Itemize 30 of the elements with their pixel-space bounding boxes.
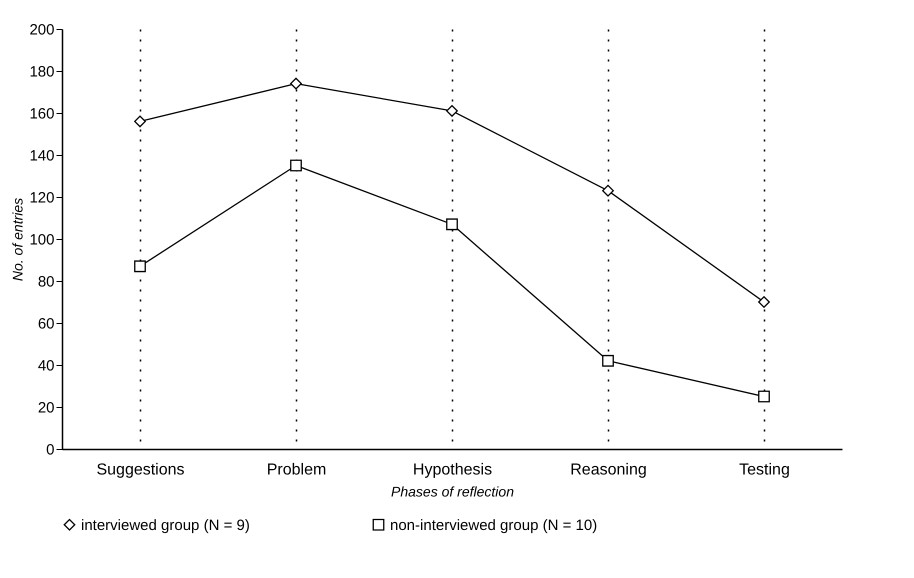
y-tick-label: 160 — [29, 106, 54, 122]
legend-label: non-interviewed group (N = 10) — [390, 516, 598, 534]
point — [290, 160, 302, 172]
point — [134, 260, 146, 272]
x-tick-label: Testing — [739, 462, 790, 478]
point — [290, 78, 302, 90]
x-tick-label: Problem — [266, 462, 326, 478]
point — [602, 184, 614, 197]
x-tick-label: Hypothesis — [412, 462, 492, 478]
y-tick-label: 100 — [29, 232, 54, 248]
point — [446, 218, 458, 230]
legend-label: interviewed group (N = 9) — [81, 516, 250, 534]
x-tick-label: Suggestions — [96, 462, 185, 478]
y-tick-label: 200 — [29, 22, 54, 38]
y-tick-label: 40 — [38, 358, 54, 374]
y-tick-label: 0 — [46, 442, 54, 458]
x-axis-title: Phases of reflection — [391, 484, 514, 500]
point — [758, 296, 770, 308]
y-tick-label: 120 — [29, 190, 54, 206]
y-tick-label: 80 — [38, 274, 54, 290]
x-tick-label: Reasoning — [570, 462, 647, 478]
y-tick-label: 140 — [29, 148, 54, 164]
y-tick-label: 20 — [38, 400, 54, 416]
point — [602, 354, 614, 367]
y-tick-label: 180 — [29, 64, 54, 80]
point — [134, 116, 146, 128]
y-axis-title: No. of entries — [9, 198, 26, 282]
y-tick-label: 60 — [38, 316, 54, 332]
point — [446, 105, 458, 117]
point — [758, 390, 770, 402]
